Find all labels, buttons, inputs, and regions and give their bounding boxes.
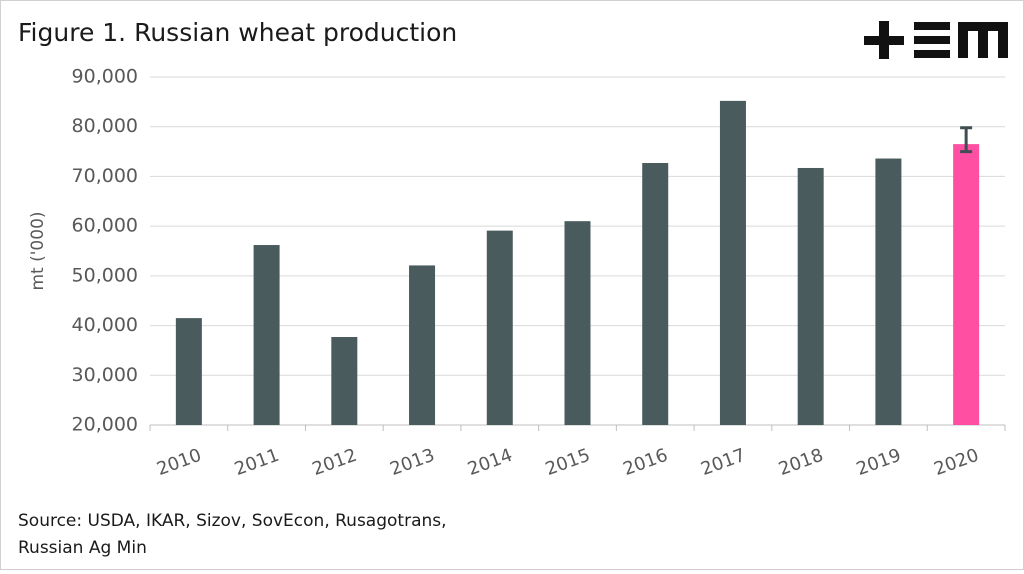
y-tick-label: 80,000 bbox=[72, 115, 138, 137]
chart-title: Figure 1. Russian wheat production bbox=[18, 18, 457, 47]
y-tick-label: 30,000 bbox=[72, 364, 138, 386]
y-tick-label: 70,000 bbox=[72, 165, 138, 187]
source: Source: USDA, IKAR, Sizov, SovEcon, Rusa… bbox=[18, 511, 447, 531]
bar bbox=[642, 163, 669, 425]
error-bar bbox=[960, 126, 973, 154]
bar bbox=[953, 144, 980, 425]
source: Russian Ag Min bbox=[18, 538, 147, 558]
y-tick-label: 40,000 bbox=[72, 314, 138, 336]
y-tick-label: 20,000 bbox=[72, 414, 138, 436]
y-axis-label: mt ('000) bbox=[28, 211, 48, 290]
bar bbox=[797, 167, 824, 425]
bar bbox=[875, 158, 902, 425]
y-tick-label: 60,000 bbox=[72, 215, 138, 237]
bar bbox=[564, 221, 591, 425]
bar bbox=[409, 265, 436, 425]
bar bbox=[331, 337, 358, 425]
bar bbox=[486, 230, 513, 425]
y-tick-label: 50,000 bbox=[72, 264, 138, 286]
bar bbox=[719, 100, 746, 425]
bar bbox=[253, 245, 280, 425]
bar bbox=[175, 318, 202, 425]
y-tick-label: 90,000 bbox=[72, 66, 138, 88]
logo bbox=[864, 21, 1008, 59]
